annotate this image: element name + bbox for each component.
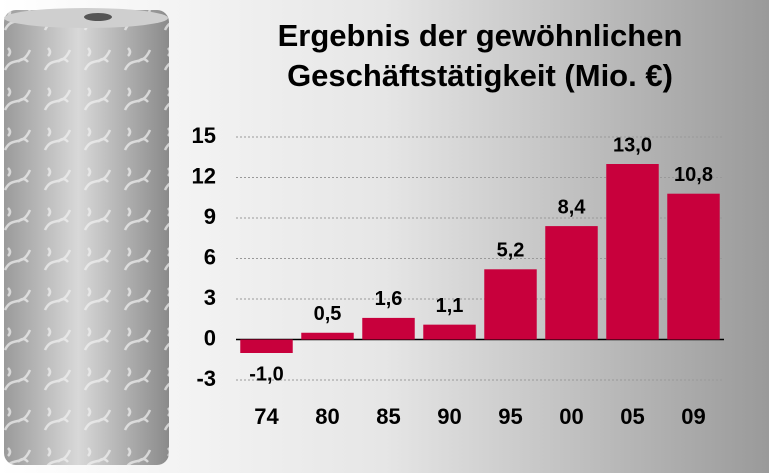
y-tick-label: 0 — [204, 325, 216, 350]
x-tick-label: 00 — [559, 404, 583, 429]
x-tick-label: 05 — [620, 404, 644, 429]
x-tick-label: 80 — [315, 404, 339, 429]
value-label: 1,6 — [375, 288, 403, 310]
paper-roll — [4, 8, 169, 465]
y-tick-label: 6 — [204, 244, 216, 269]
value-label: 13,0 — [613, 134, 652, 156]
value-label: 1,1 — [436, 295, 464, 317]
bar — [484, 269, 537, 340]
value-label: 10,8 — [674, 164, 713, 186]
y-tick-label: 15 — [192, 123, 216, 148]
value-label: -1,0 — [249, 363, 283, 385]
chart-title: Geschäftstätigkeit (Mio. €) — [287, 58, 673, 93]
x-tick-label: 90 — [437, 404, 461, 429]
bar — [240, 339, 293, 353]
bar — [606, 164, 659, 340]
y-tick-label: -3 — [196, 366, 216, 391]
value-label: 0,5 — [314, 303, 342, 325]
bar — [362, 317, 415, 340]
bar — [667, 193, 720, 340]
value-label: 8,4 — [558, 196, 587, 218]
x-tick-label: 74 — [254, 404, 279, 429]
x-tick-label: 09 — [681, 404, 705, 429]
x-tick-label: 85 — [376, 404, 400, 429]
x-tick-label: 95 — [498, 404, 522, 429]
value-label: 5,2 — [497, 240, 525, 262]
bar — [301, 332, 354, 340]
y-tick-label: 12 — [192, 163, 216, 188]
y-tick-label: 3 — [204, 285, 216, 310]
y-tick-label: 9 — [204, 204, 216, 229]
bar — [545, 226, 598, 340]
bar — [423, 324, 476, 340]
chart-title: Ergebnis der gewöhnlichen — [278, 18, 683, 53]
